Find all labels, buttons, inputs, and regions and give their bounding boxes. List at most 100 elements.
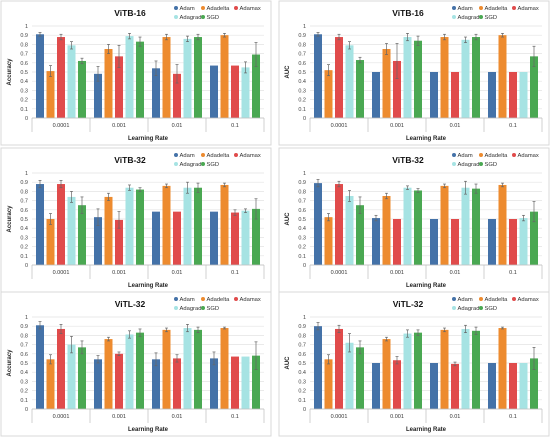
x-tick-label: 0.01 bbox=[172, 270, 183, 276]
y-tick-label: 1 bbox=[25, 171, 28, 177]
bar-adamax bbox=[173, 73, 181, 118]
y-tick-label: 0.3 bbox=[20, 88, 28, 94]
bar-adadelta bbox=[324, 217, 333, 265]
bar-adam bbox=[152, 211, 160, 265]
y-tick-label: 0 bbox=[25, 407, 28, 413]
chart-title: ViTB-16 bbox=[114, 8, 146, 18]
x-tick-label: 0.0001 bbox=[53, 414, 70, 420]
legend-label: Adagrad bbox=[458, 162, 480, 168]
bar-adam bbox=[372, 218, 380, 265]
y-tick-label: 0.3 bbox=[298, 235, 306, 241]
legend-label: Adadelta bbox=[207, 297, 231, 303]
chart-panel-6: 0 0.1 0.2 0.3 0.4 0.5 0.6 0.7 0.8 0.9 1 ViTL-32 AUC L… bbox=[278, 291, 550, 437]
legend-label: SGD bbox=[207, 162, 220, 168]
y-tick-label: 0.2 bbox=[20, 389, 28, 395]
bar-adam bbox=[372, 363, 380, 409]
bar-adam bbox=[430, 363, 438, 409]
bar-adadelta bbox=[382, 49, 391, 118]
legend-marker bbox=[512, 297, 516, 301]
x-tick-label: 0.1 bbox=[509, 414, 517, 420]
legend-label: Adamax bbox=[518, 6, 539, 12]
y-tick-label: 0.5 bbox=[20, 70, 28, 76]
legend-marker bbox=[452, 15, 456, 19]
bar-adamax bbox=[335, 184, 343, 265]
x-tick-label: 0.01 bbox=[172, 123, 183, 129]
x-tick-label: 0.001 bbox=[112, 270, 126, 276]
legend-label: Adagrad bbox=[458, 15, 480, 21]
legend-label: Adam bbox=[180, 6, 195, 12]
x-axis-label: Learning Rate bbox=[128, 427, 169, 433]
bar-adagrad bbox=[241, 356, 250, 409]
y-tick-label: 0.9 bbox=[298, 33, 306, 39]
bar-adagrad bbox=[183, 187, 192, 265]
y-tick-label: 0.3 bbox=[298, 379, 306, 385]
legend-marker bbox=[479, 162, 483, 166]
x-tick-label: 0.1 bbox=[509, 270, 517, 276]
bar-adamax bbox=[509, 219, 517, 265]
legend-marker bbox=[512, 6, 516, 10]
y-tick-label: 0.2 bbox=[298, 389, 306, 395]
bar-adagrad bbox=[403, 187, 412, 265]
bar-adam bbox=[94, 73, 102, 118]
bar-sgd bbox=[136, 41, 144, 118]
y-tick-label: 0.5 bbox=[298, 70, 306, 76]
y-tick-label: 0.4 bbox=[20, 226, 28, 232]
x-tick-label: 0.0001 bbox=[331, 270, 348, 276]
x-tick-label: 0.0001 bbox=[53, 270, 70, 276]
y-tick-label: 0.2 bbox=[20, 98, 28, 104]
bar-sgd bbox=[252, 355, 260, 409]
bar-adagrad bbox=[67, 45, 76, 118]
bar-adagrad bbox=[403, 333, 412, 409]
legend-marker bbox=[201, 153, 205, 157]
bar-adam bbox=[94, 217, 102, 265]
legend-marker bbox=[479, 6, 483, 10]
x-tick-label: 0.01 bbox=[172, 414, 183, 420]
bar-adam bbox=[488, 363, 496, 409]
bar-adagrad bbox=[345, 45, 354, 118]
y-axis-label: Accuracy bbox=[7, 58, 13, 86]
bar-adam bbox=[36, 34, 44, 118]
bar-sgd bbox=[472, 37, 480, 118]
bar-adamax bbox=[451, 219, 459, 265]
y-tick-label: 0 bbox=[303, 407, 306, 413]
bar-adadelta bbox=[104, 196, 113, 265]
y-axis-label: Accuracy bbox=[7, 205, 13, 233]
bar-adam bbox=[314, 183, 322, 265]
y-tick-label: 0.1 bbox=[298, 107, 306, 113]
y-tick-label: 1 bbox=[303, 24, 306, 30]
x-tick-label: 0.001 bbox=[390, 123, 404, 129]
legend-label: Adamax bbox=[240, 153, 261, 159]
bar-sgd bbox=[414, 40, 422, 118]
y-tick-label: 0.7 bbox=[20, 199, 28, 205]
bar-sgd bbox=[78, 60, 86, 118]
x-tick-label: 0.001 bbox=[390, 414, 404, 420]
bar-adamax bbox=[509, 363, 517, 409]
bar-adadelta bbox=[324, 70, 333, 118]
bar-sgd bbox=[78, 347, 86, 409]
legend-marker bbox=[479, 15, 483, 19]
y-tick-label: 0.6 bbox=[298, 61, 306, 67]
legend-marker bbox=[452, 6, 456, 10]
y-tick-label: 0 bbox=[25, 116, 28, 122]
bar-adagrad bbox=[183, 38, 192, 118]
y-tick-label: 0.2 bbox=[298, 245, 306, 251]
bar-adamax bbox=[451, 72, 459, 118]
bar-adadelta bbox=[162, 185, 171, 265]
x-axis-label: Learning Rate bbox=[406, 427, 447, 433]
x-axis-label: Learning Rate bbox=[406, 136, 447, 142]
bar-adamax bbox=[173, 211, 181, 265]
bar-adamax bbox=[115, 353, 123, 409]
bar-adadelta bbox=[104, 49, 113, 118]
legend-label: SGD bbox=[485, 15, 498, 21]
legend-label: SGD bbox=[207, 15, 220, 21]
y-tick-label: 0.1 bbox=[20, 254, 28, 260]
bar-adagrad bbox=[67, 344, 76, 409]
bar-adadelta bbox=[162, 37, 171, 118]
y-tick-label: 0.1 bbox=[298, 254, 306, 260]
y-tick-label: 0.7 bbox=[298, 52, 306, 58]
y-tick-label: 0.4 bbox=[298, 370, 306, 376]
bar-sgd bbox=[136, 189, 144, 265]
legend-marker bbox=[479, 306, 483, 310]
y-tick-label: 0 bbox=[303, 116, 306, 122]
bar-adam bbox=[488, 219, 496, 265]
